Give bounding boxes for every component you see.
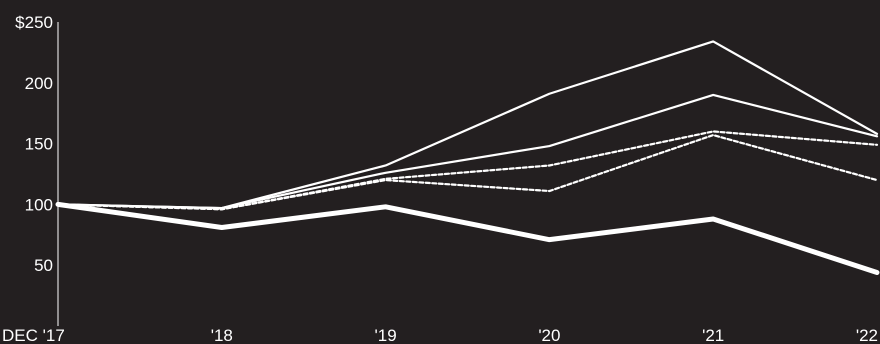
y-tick-label: 200 — [25, 74, 53, 93]
series-layer — [55, 40, 880, 275]
series-line-3 — [56, 130, 879, 211]
x-tick-label: '21 — [702, 326, 724, 344]
x-tick-label: '18 — [211, 326, 233, 344]
x-tick-label: '20 — [538, 326, 560, 344]
x-tick-labels: DEC '17 '18 '19 '20 '21 '22 — [2, 326, 878, 344]
y-tick-labels: $250 200 150 100 50 — [15, 13, 53, 275]
x-tick-label: DEC '17 — [2, 326, 65, 344]
series-line-2 — [56, 93, 879, 210]
x-tick-label: '22 — [856, 326, 878, 344]
y-tick-label: 150 — [25, 135, 53, 154]
y-tick-label: 100 — [25, 195, 53, 214]
y-tick-label: $250 — [15, 13, 53, 32]
y-tick-label: 50 — [34, 256, 53, 275]
series-line-5 — [55, 201, 880, 275]
series-line-4 — [56, 133, 879, 211]
x-tick-label: '19 — [375, 326, 397, 344]
series-line-1 — [56, 40, 879, 210]
